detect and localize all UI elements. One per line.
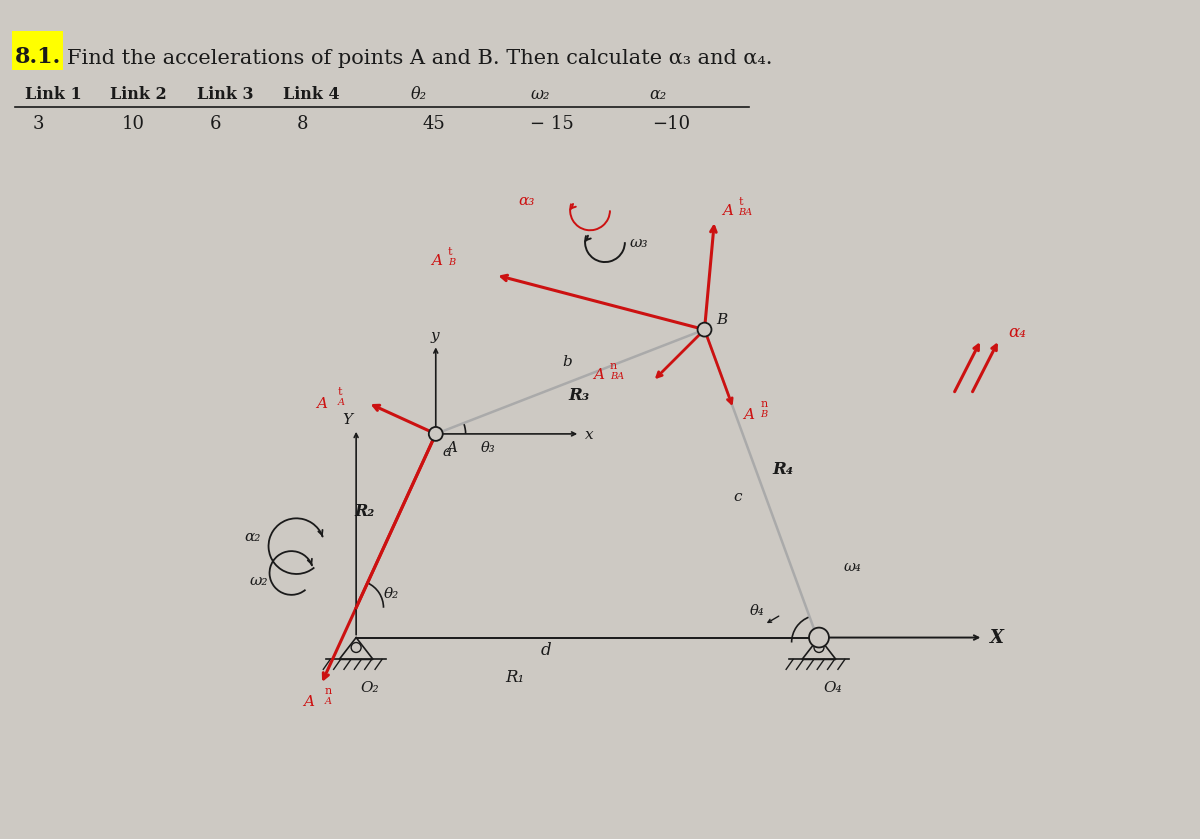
Text: A: A <box>325 697 332 706</box>
Text: α₄: α₄ <box>1008 324 1026 341</box>
Text: A: A <box>593 368 604 383</box>
Text: A: A <box>304 696 314 710</box>
Text: t: t <box>448 248 452 257</box>
Text: n: n <box>761 399 768 409</box>
Text: A: A <box>338 398 346 407</box>
Text: 45: 45 <box>422 115 445 133</box>
Text: α₂: α₂ <box>245 530 262 545</box>
Text: R₁: R₁ <box>505 670 524 686</box>
Text: c: c <box>733 490 742 504</box>
Text: B: B <box>716 313 727 326</box>
Text: Y: Y <box>342 413 353 427</box>
Text: BA: BA <box>738 208 752 217</box>
Text: α₃: α₃ <box>518 195 535 208</box>
Text: a: a <box>443 445 452 459</box>
Text: 6: 6 <box>210 115 221 133</box>
Text: O₂: O₂ <box>360 681 379 696</box>
Text: b: b <box>563 356 572 369</box>
Text: R₂: R₂ <box>354 503 374 520</box>
Text: α₂: α₂ <box>649 86 667 103</box>
Text: d: d <box>540 643 551 659</box>
Text: x: x <box>586 428 594 442</box>
Circle shape <box>814 643 824 653</box>
Text: Link 2: Link 2 <box>110 86 167 103</box>
Text: BA: BA <box>610 373 624 381</box>
Text: A: A <box>445 440 457 455</box>
Text: ω₃: ω₃ <box>630 236 648 250</box>
Text: 8.1.: 8.1. <box>14 46 61 68</box>
Circle shape <box>809 628 829 648</box>
Text: ω₄: ω₄ <box>844 560 862 574</box>
Text: 3: 3 <box>32 115 44 133</box>
Text: t: t <box>338 387 342 397</box>
Text: ω₂: ω₂ <box>250 574 268 588</box>
Text: y: y <box>431 329 439 342</box>
Text: θ₄: θ₄ <box>749 604 764 618</box>
Circle shape <box>428 427 443 440</box>
Text: ω₂: ω₂ <box>530 86 550 103</box>
Text: θ₃: θ₃ <box>480 440 496 455</box>
Text: − 15: − 15 <box>530 115 574 133</box>
Text: Link 1: Link 1 <box>25 86 82 103</box>
Text: n: n <box>325 686 332 696</box>
Text: Link 3: Link 3 <box>197 86 253 103</box>
Text: O₄: O₄ <box>823 681 841 696</box>
Text: R₄: R₄ <box>773 461 793 477</box>
Text: t: t <box>738 197 743 207</box>
FancyBboxPatch shape <box>12 30 64 70</box>
Text: B: B <box>761 410 768 419</box>
Text: 8: 8 <box>296 115 308 133</box>
Text: 10: 10 <box>122 115 145 133</box>
Text: Link 4: Link 4 <box>283 86 340 103</box>
Text: X: X <box>990 628 1004 647</box>
Text: −10: −10 <box>652 115 690 133</box>
Circle shape <box>352 643 361 653</box>
Text: A: A <box>316 397 328 411</box>
Text: R₃: R₃ <box>569 387 589 404</box>
Circle shape <box>697 323 712 336</box>
Text: A: A <box>722 205 733 218</box>
Text: A: A <box>431 254 442 268</box>
Text: n: n <box>610 362 617 372</box>
Text: θ₂: θ₂ <box>410 86 427 103</box>
Text: B: B <box>448 258 455 267</box>
Text: A: A <box>744 408 755 422</box>
Text: θ₂: θ₂ <box>384 586 400 601</box>
Text: Find the accelerations of points A and B. Then calculate α₃ and α₄.: Find the accelerations of points A and B… <box>67 50 773 68</box>
